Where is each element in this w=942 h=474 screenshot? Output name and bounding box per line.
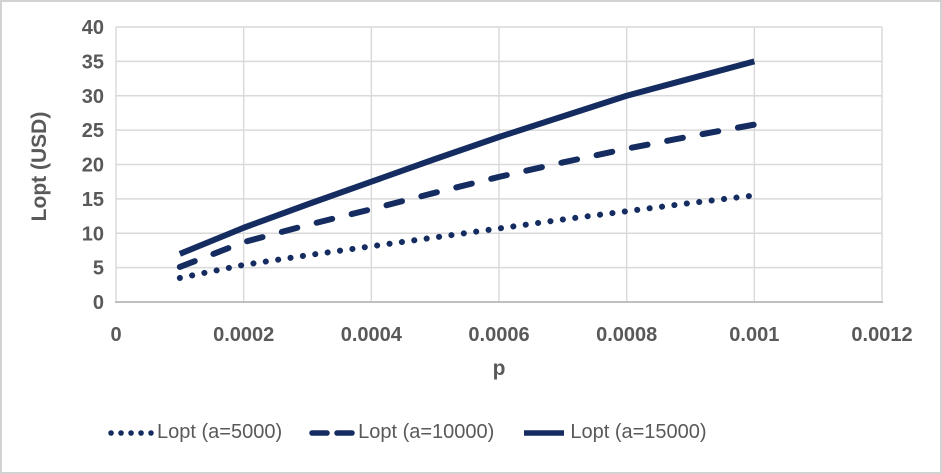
x-tick-label: 0.0004 — [341, 324, 403, 346]
y-tick-label: 40 — [82, 17, 104, 39]
legend-marker-solid-line — [524, 429, 565, 436]
x-tick-label: 0.0002 — [213, 324, 274, 346]
legend-item-a5000: Lopt (a=5000) — [108, 421, 282, 444]
legend-item-a15000: Lopt (a=15000) — [521, 421, 707, 444]
series-line-a5000 — [176, 192, 758, 281]
x-tick-label: 0.0006 — [468, 324, 529, 346]
y-tick-label: 30 — [82, 86, 104, 108]
series-line-a15000 — [178, 58, 756, 257]
x-tick-label: 0 — [110, 324, 121, 346]
legend-marker-dashed-line — [309, 429, 355, 436]
series-line-a10000 — [176, 121, 758, 270]
y-tick-label: 25 — [82, 120, 104, 142]
x-tick-label: 0.0012 — [851, 324, 912, 346]
legend-label: Lopt (a=10000) — [358, 421, 495, 443]
x-tick-label: 0.0008 — [596, 324, 657, 346]
y-axis-title: Lopt (USD) — [28, 112, 51, 222]
y-tick-label: 0 — [93, 292, 104, 314]
legend-item-a10000: Lopt (a=10000) — [309, 421, 494, 444]
x-tick-label: 0.001 — [729, 324, 779, 346]
chart-legend: Lopt (a=5000) Lopt (a=10000) Lopt (a=15000… — [108, 421, 707, 444]
legend-marker-dotted-line — [108, 429, 154, 436]
y-tick-label: 20 — [82, 155, 104, 177]
x-axis-title: p — [493, 357, 506, 380]
legend-label: Lopt (a=15000) — [570, 421, 707, 443]
y-tick-label: 10 — [82, 223, 104, 245]
y-tick-label: 35 — [82, 51, 104, 73]
legend-label: Lopt (a=5000) — [157, 421, 283, 443]
y-tick-label: 15 — [82, 189, 104, 211]
y-tick-label: 5 — [93, 258, 104, 280]
